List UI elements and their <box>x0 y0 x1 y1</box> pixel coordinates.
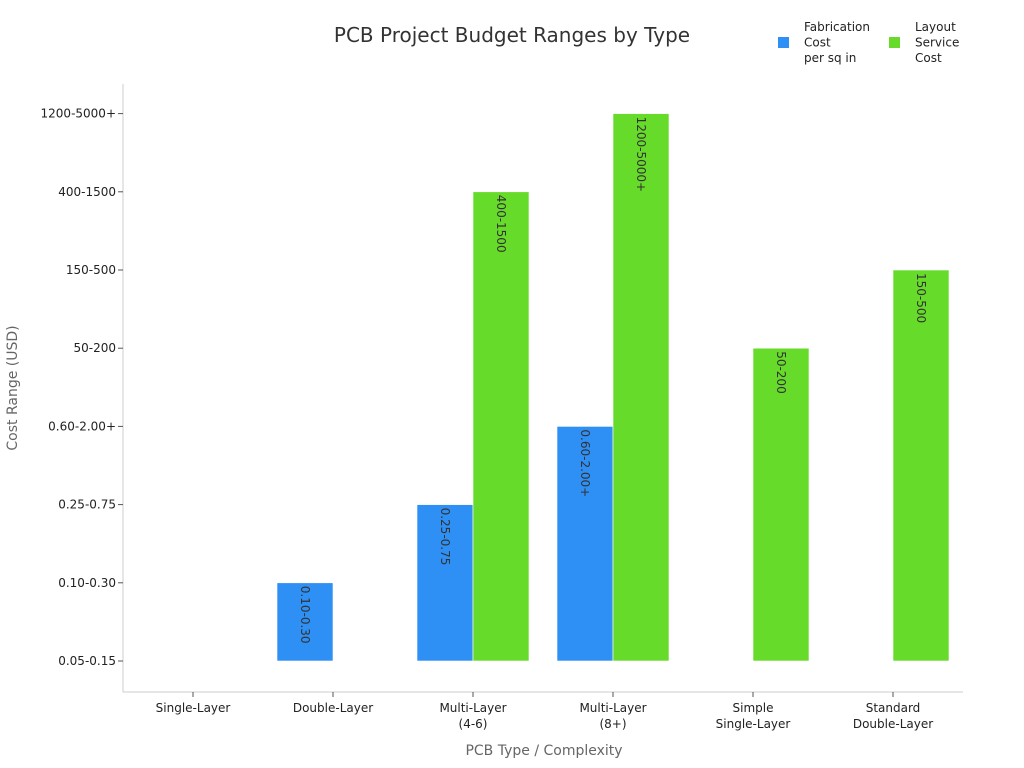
ticks-group: 0.05-0.15 0.10-0.30 0.25-0.75 0.60-2.00+ 50-… <box>41 107 934 731</box>
x-tick-label: Standard Double-Layer <box>853 701 933 731</box>
bar-value-label: 0.60-2.00+ <box>578 429 592 497</box>
x-tick-label: Double-Layer <box>293 701 373 715</box>
x-axis-title: PCB Type / Complexity <box>465 743 622 759</box>
y-tick-label: 400-1500 <box>58 185 116 199</box>
y-tick-label: 0.25-0.75 <box>58 498 116 512</box>
bar-fabrication <box>276 582 334 662</box>
x-tick-label: Simple Single-Layer <box>716 701 791 731</box>
y-tick-label: 0.10-0.30 <box>58 576 116 590</box>
bar-value-label: 0.10-0.30 <box>298 586 312 644</box>
chart-title: PCB Project Budget Ranges by Type <box>334 23 690 47</box>
x-tick-label: Single-Layer <box>156 701 231 715</box>
legend-swatch-layout <box>889 37 900 48</box>
bar-layout <box>892 269 950 662</box>
bar-layout <box>752 347 810 662</box>
y-tick-label: 0.60-2.00+ <box>48 419 116 433</box>
bar-value-label: 400-1500 <box>494 195 508 253</box>
legend-swatch-fabrication <box>778 37 789 48</box>
legend: Fabrication Cost per sq in Layout Service Cos… <box>778 20 959 65</box>
bar-layout <box>612 113 670 662</box>
x-tick-label: Multi-Layer (8+) <box>579 701 646 731</box>
y-tick-label: 150-500 <box>66 263 116 277</box>
legend-label-layout: Layout Service Cost <box>915 20 959 65</box>
bar-value-label: 1200-5000+ <box>634 117 648 192</box>
bars-group: 0.10-0.30 0.25-0.75 0.60-2.00+ 400-1500 1200… <box>276 113 950 662</box>
y-axis-title: Cost Range (USD) <box>5 325 21 450</box>
legend-label-fabrication: Fabrication Cost per sq in <box>804 20 870 65</box>
bar-value-label: 0.25-0.75 <box>438 508 452 566</box>
x-tick-label: Multi-Layer (4-6) <box>439 701 506 731</box>
bar-value-label: 150-500 <box>914 273 928 323</box>
y-tick-label: 1200-5000+ <box>41 107 116 121</box>
y-tick-label: 50-200 <box>73 341 116 355</box>
y-tick-label: 0.05-0.15 <box>58 654 116 668</box>
bar-fabrication <box>416 504 474 662</box>
bar-layout <box>472 191 530 662</box>
bar-fabrication <box>556 426 614 662</box>
bar-value-label: 50-200 <box>774 351 788 394</box>
